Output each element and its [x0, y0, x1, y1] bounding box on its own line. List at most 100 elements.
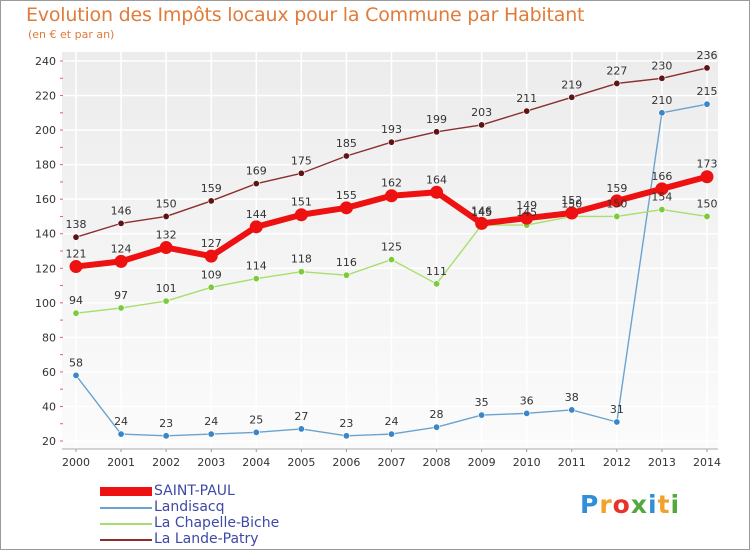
- data-label: 125: [381, 241, 402, 254]
- data-point: [207, 283, 215, 291]
- data-point: [252, 428, 260, 436]
- data-point: [117, 430, 125, 438]
- y-tick-label: 220: [35, 90, 56, 103]
- data-point: [430, 185, 444, 199]
- x-tick-label: 2003: [197, 456, 225, 469]
- data-label: 150: [606, 197, 627, 210]
- data-point: [658, 206, 666, 214]
- data-label: 36: [520, 394, 534, 407]
- data-point: [342, 271, 350, 279]
- data-label: 230: [651, 59, 672, 72]
- data-point: [523, 107, 531, 115]
- x-tick-label: 2006: [332, 456, 360, 469]
- data-point: [568, 406, 576, 414]
- data-label: 154: [651, 191, 672, 204]
- data-label: 23: [339, 417, 353, 430]
- logo-letter: x: [630, 490, 648, 519]
- data-label: 24: [114, 415, 128, 428]
- y-tick-label: 100: [35, 297, 56, 310]
- data-label: 146: [111, 204, 132, 217]
- data-point: [565, 206, 579, 220]
- data-point: [433, 423, 441, 431]
- chart-legend: SAINT-PAUL Landisacq La Chapelle-Biche La L…: [100, 483, 400, 548]
- data-label: 132: [156, 229, 177, 242]
- y-tick-label: 160: [35, 193, 56, 206]
- data-label: 193: [381, 123, 402, 136]
- legend-swatch: [100, 507, 152, 509]
- data-point: [433, 128, 441, 136]
- logo-letter: i: [648, 490, 658, 519]
- data-label: 162: [381, 177, 402, 190]
- data-point: [478, 121, 486, 129]
- data-label: 215: [696, 85, 717, 98]
- data-label: 149: [516, 199, 537, 212]
- data-label: 164: [426, 173, 447, 186]
- x-tick-label: 2004: [242, 456, 270, 469]
- data-point: [700, 170, 714, 184]
- legend-label: Landisacq: [154, 499, 225, 515]
- data-point: [294, 208, 308, 222]
- data-label: 150: [696, 197, 717, 210]
- data-label: 173: [696, 158, 717, 171]
- legend-label: La Chapelle-Biche: [154, 515, 280, 531]
- data-label: 38: [565, 391, 579, 404]
- legend-item: La Lande-Patry: [100, 531, 400, 548]
- legend-label: SAINT-PAUL: [154, 483, 235, 499]
- data-label: 152: [561, 194, 582, 207]
- data-point: [249, 220, 263, 234]
- data-point: [69, 260, 83, 274]
- data-point: [204, 249, 218, 263]
- logo-letter: P: [580, 490, 600, 519]
- x-tick-label: 2001: [107, 456, 135, 469]
- data-label: 111: [426, 265, 447, 278]
- y-tick-label: 120: [35, 262, 56, 275]
- y-tick-label: 80: [42, 331, 56, 344]
- x-tick-label: 2008: [423, 456, 451, 469]
- data-label: 185: [336, 137, 357, 150]
- data-point: [658, 74, 666, 82]
- data-point: [387, 138, 395, 146]
- data-label: 236: [696, 49, 717, 62]
- data-point: [703, 212, 711, 220]
- data-point: [520, 211, 534, 225]
- data-label: 166: [651, 170, 672, 183]
- y-tick-label: 140: [35, 228, 56, 241]
- data-label: 23: [159, 417, 173, 430]
- data-label: 150: [561, 197, 582, 210]
- legend-swatch: [100, 523, 152, 525]
- data-point: [72, 371, 80, 379]
- data-label: 175: [291, 154, 312, 167]
- data-point: [523, 409, 531, 417]
- data-label: 101: [156, 282, 177, 295]
- legend-item: La Chapelle-Biche: [100, 515, 400, 532]
- data-label: 35: [475, 396, 489, 409]
- logo-letter: o: [612, 490, 631, 519]
- data-label: 114: [246, 260, 267, 273]
- data-label: 25: [249, 413, 263, 426]
- data-label: 159: [201, 182, 222, 195]
- data-point: [613, 212, 621, 220]
- data-label: 199: [426, 113, 447, 126]
- data-point: [610, 194, 624, 208]
- data-label: 227: [606, 64, 627, 77]
- chart-title: Evolution des Impôts locaux pour la Comm…: [26, 4, 585, 26]
- x-tick-label: 2005: [287, 456, 315, 469]
- data-point: [387, 256, 395, 264]
- legend-swatch: [100, 539, 152, 541]
- data-label: 24: [384, 415, 398, 428]
- y-tick-label: 40: [42, 400, 56, 413]
- data-label: 124: [111, 242, 132, 255]
- data-point: [568, 93, 576, 101]
- y-tick-label: 60: [42, 366, 56, 379]
- x-tick-label: 2002: [152, 456, 180, 469]
- data-label: 94: [69, 294, 83, 307]
- data-point: [117, 304, 125, 312]
- data-label: 121: [66, 248, 87, 261]
- data-point: [384, 189, 398, 203]
- data-point: [162, 212, 170, 220]
- data-point: [658, 109, 666, 117]
- y-tick-label: 200: [35, 124, 56, 137]
- data-label: 127: [201, 237, 222, 250]
- data-label: 146: [471, 204, 492, 217]
- data-label: 210: [651, 94, 672, 107]
